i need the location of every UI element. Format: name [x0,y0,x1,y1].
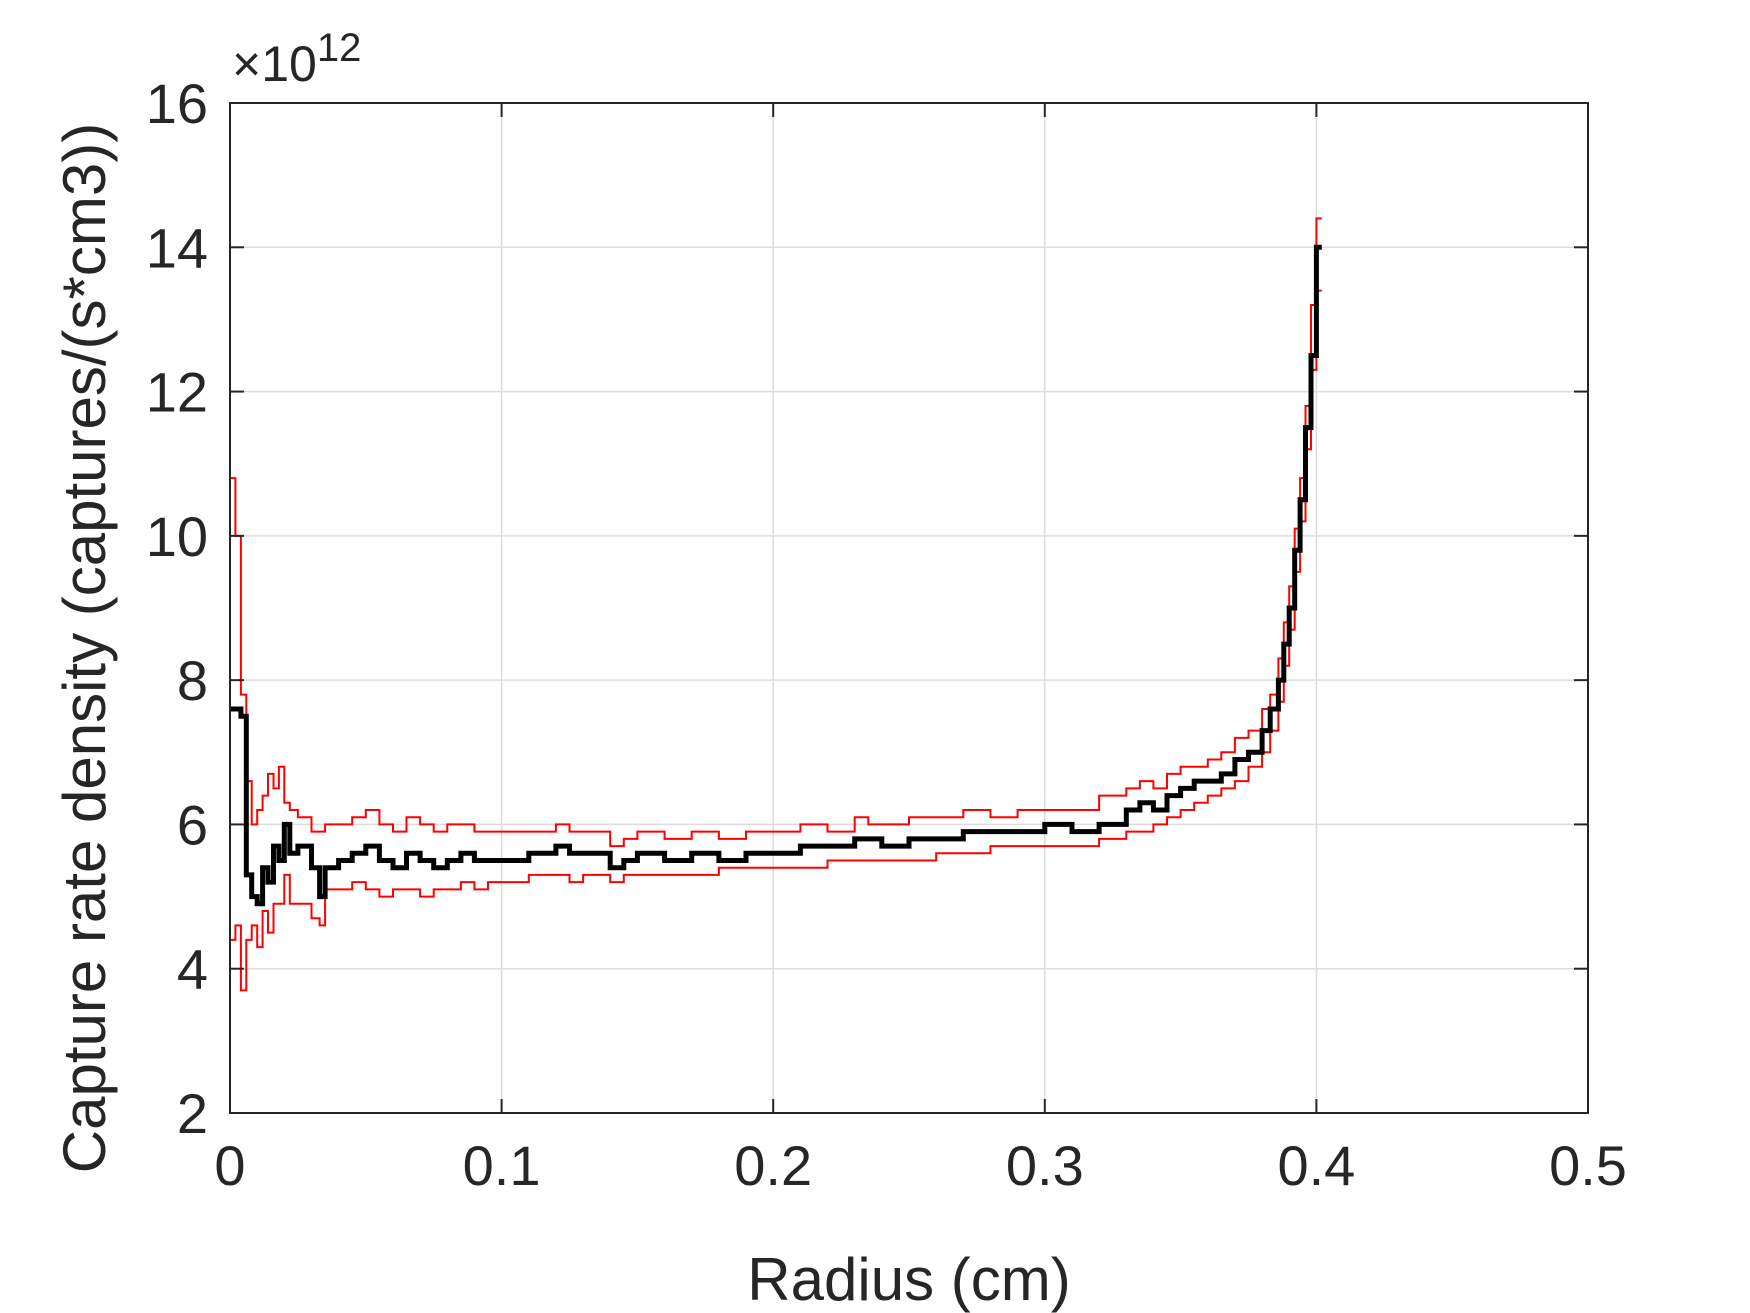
plot-area [230,103,1588,1113]
y-tick-label: 12 [146,361,208,424]
y-tick-labels: 2 4 6 8 10 12 14 16 [146,72,208,1145]
y-tick-label: 8 [177,649,208,712]
lower-bound-series-line [230,289,1322,992]
data-series [230,217,1322,992]
axis-ticks [229,102,1589,1114]
y-exponent-prefix: ×10 [232,36,317,92]
x-tick-label: 0.5 [1549,1134,1627,1197]
y-tick-label: 14 [146,216,208,279]
upper-bound-series-line [230,217,1322,848]
x-axis-label: Radius (cm) [747,1246,1070,1313]
x-tick-labels: 0 0.1 0.2 0.3 0.4 0.5 [214,1134,1627,1197]
y-tick-label: 6 [177,793,208,856]
x-tick-label: 0.1 [463,1134,541,1197]
x-tick-label: 0.4 [1277,1134,1355,1197]
y-tick-label: 10 [146,505,208,568]
y-axis-exponent: ×1012 [232,26,361,92]
mean-series-line [230,244,1322,907]
y-tick-label: 16 [146,72,208,135]
axes-box [229,102,1589,1114]
x-tick-label: 0.3 [1006,1134,1084,1197]
y-tick-label: 4 [177,938,208,1001]
y-axis-label: Capture rate density (captures/(s*cm3)) [51,123,118,1173]
x-tick-label: 0.2 [734,1134,812,1197]
y-exponent-power: 12 [317,26,362,70]
y-tick-label: 2 [177,1082,208,1145]
x-tick-label: 0 [214,1134,245,1197]
